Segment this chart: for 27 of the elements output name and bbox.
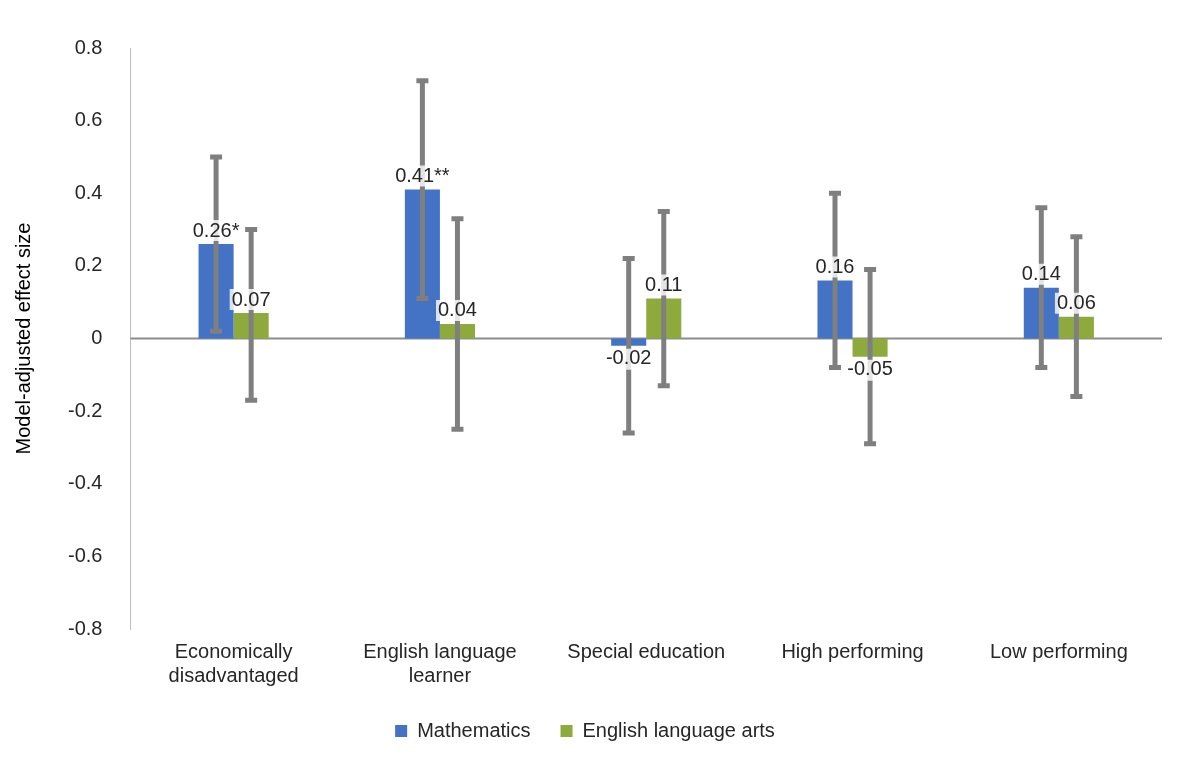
x-tick-label: High performing (781, 639, 924, 662)
y-tick-label: -0.6 (67, 543, 103, 566)
y-tick-label: 0.4 (74, 180, 103, 203)
data-label: 0.14 (1021, 262, 1061, 285)
y-tick-label: 0.2 (74, 253, 103, 276)
x-tick-label: Special education (567, 639, 726, 662)
y-tick-label: -0.4 (67, 471, 103, 494)
y-tick-label: 0.8 (74, 35, 103, 58)
y-axis-title: Model-adjusted effect size (11, 222, 34, 455)
y-tick-label: -0.2 (67, 398, 103, 421)
y-tick-label: -0.8 (67, 616, 103, 639)
data-label: 0.41** (395, 164, 450, 187)
y-tick-label: 0.6 (74, 108, 103, 131)
data-label: 0.04 (437, 298, 477, 321)
data-label: -0.05 (847, 357, 893, 380)
data-label: 0.11 (645, 273, 683, 296)
data-label: -0.02 (605, 346, 652, 369)
data-label: 0.06 (1056, 291, 1096, 314)
legend-label: English language arts (582, 718, 775, 741)
x-tick-label: Low performing (989, 639, 1128, 662)
x-tick-label: English language learner (363, 639, 517, 686)
data-label: 0.16 (815, 254, 855, 277)
data-label: 0.26* (192, 218, 240, 241)
legend-label: Mathematics (417, 718, 531, 741)
data-label: 0.07 (231, 287, 271, 310)
x-tick-label: Economically disadvantaged (168, 639, 299, 686)
y-tick-label: 0 (91, 326, 103, 349)
